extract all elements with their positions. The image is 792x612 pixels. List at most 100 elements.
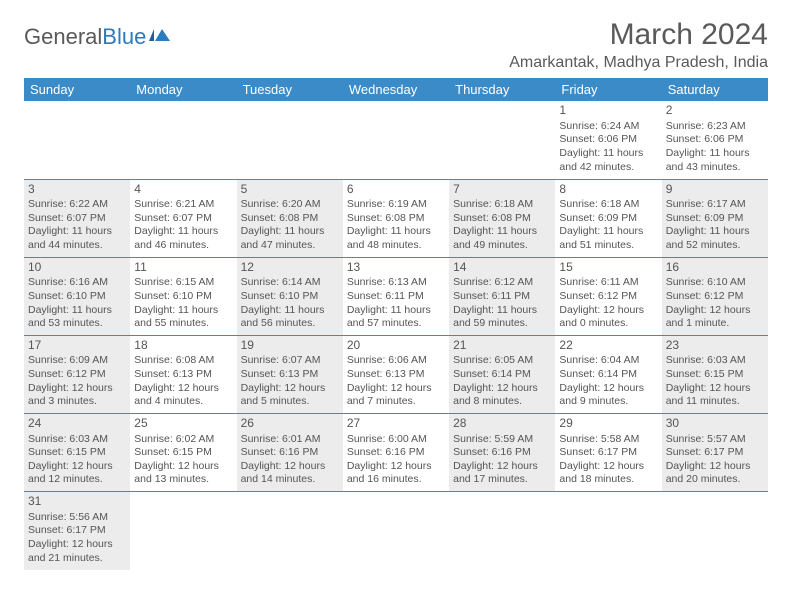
day-cell: 25Sunrise: 6:02 AMSunset: 6:15 PMDayligh…	[130, 413, 236, 491]
day-header: Monday	[130, 78, 236, 101]
day-number: 17	[28, 338, 126, 354]
sunset-text: Sunset: 6:07 PM	[134, 212, 232, 226]
sunset-text: Sunset: 6:08 PM	[347, 212, 445, 226]
sunset-text: Sunset: 6:10 PM	[241, 290, 339, 304]
sunset-text: Sunset: 6:16 PM	[453, 446, 551, 460]
daylight2-text: and 44 minutes.	[28, 239, 126, 253]
daylight2-text: and 0 minutes.	[559, 317, 657, 331]
day-number: 13	[347, 260, 445, 276]
day-number: 27	[347, 416, 445, 432]
sunrise-text: Sunrise: 6:18 AM	[559, 198, 657, 212]
logo-text-general: General	[24, 24, 102, 50]
day-cell: 12Sunrise: 6:14 AMSunset: 6:10 PMDayligh…	[237, 257, 343, 335]
day-number: 2	[666, 103, 764, 119]
calendar-row: 31Sunrise: 5:56 AMSunset: 6:17 PMDayligh…	[24, 492, 768, 570]
daylight2-text: and 51 minutes.	[559, 239, 657, 253]
day-cell: 23Sunrise: 6:03 AMSunset: 6:15 PMDayligh…	[662, 335, 768, 413]
daylight1-text: Daylight: 12 hours	[453, 382, 551, 396]
sunset-text: Sunset: 6:15 PM	[134, 446, 232, 460]
sunset-text: Sunset: 6:12 PM	[28, 368, 126, 382]
sunrise-text: Sunrise: 6:24 AM	[559, 120, 657, 134]
sunset-text: Sunset: 6:06 PM	[559, 133, 657, 147]
day-number: 10	[28, 260, 126, 276]
daylight1-text: Daylight: 12 hours	[347, 382, 445, 396]
sunset-text: Sunset: 6:11 PM	[453, 290, 551, 304]
daylight2-text: and 17 minutes.	[453, 473, 551, 487]
sunset-text: Sunset: 6:15 PM	[666, 368, 764, 382]
day-number: 25	[134, 416, 232, 432]
day-cell: 16Sunrise: 6:10 AMSunset: 6:12 PMDayligh…	[662, 257, 768, 335]
sunrise-text: Sunrise: 6:18 AM	[453, 198, 551, 212]
day-number: 23	[666, 338, 764, 354]
sunset-text: Sunset: 6:08 PM	[241, 212, 339, 226]
day-cell: 14Sunrise: 6:12 AMSunset: 6:11 PMDayligh…	[449, 257, 555, 335]
day-cell: 21Sunrise: 6:05 AMSunset: 6:14 PMDayligh…	[449, 335, 555, 413]
daylight1-text: Daylight: 12 hours	[347, 460, 445, 474]
daylight1-text: Daylight: 11 hours	[28, 225, 126, 239]
daylight1-text: Daylight: 11 hours	[559, 147, 657, 161]
day-header: Wednesday	[343, 78, 449, 101]
day-cell: 15Sunrise: 6:11 AMSunset: 6:12 PMDayligh…	[555, 257, 661, 335]
calendar-row: 3Sunrise: 6:22 AMSunset: 6:07 PMDaylight…	[24, 179, 768, 257]
sunset-text: Sunset: 6:13 PM	[347, 368, 445, 382]
day-number: 7	[453, 182, 551, 198]
empty-cell	[343, 492, 449, 570]
day-number: 26	[241, 416, 339, 432]
daylight2-text: and 9 minutes.	[559, 395, 657, 409]
day-cell: 1Sunrise: 6:24 AMSunset: 6:06 PMDaylight…	[555, 101, 661, 179]
day-number: 19	[241, 338, 339, 354]
daylight2-text: and 12 minutes.	[28, 473, 126, 487]
sunset-text: Sunset: 6:06 PM	[666, 133, 764, 147]
sunset-text: Sunset: 6:12 PM	[559, 290, 657, 304]
sunrise-text: Sunrise: 6:14 AM	[241, 276, 339, 290]
day-number: 18	[134, 338, 232, 354]
sunrise-text: Sunrise: 6:00 AM	[347, 433, 445, 447]
sunset-text: Sunset: 6:13 PM	[241, 368, 339, 382]
day-cell: 27Sunrise: 6:00 AMSunset: 6:16 PMDayligh…	[343, 413, 449, 491]
daylight2-text: and 21 minutes.	[28, 552, 126, 566]
day-number: 3	[28, 182, 126, 198]
day-number: 11	[134, 260, 232, 276]
month-title: March 2024	[509, 18, 768, 52]
sunrise-text: Sunrise: 6:17 AM	[666, 198, 764, 212]
sunset-text: Sunset: 6:12 PM	[666, 290, 764, 304]
day-number: 24	[28, 416, 126, 432]
sunrise-text: Sunrise: 6:06 AM	[347, 354, 445, 368]
sunset-text: Sunset: 6:14 PM	[559, 368, 657, 382]
day-cell: 13Sunrise: 6:13 AMSunset: 6:11 PMDayligh…	[343, 257, 449, 335]
daylight2-text: and 49 minutes.	[453, 239, 551, 253]
sunset-text: Sunset: 6:07 PM	[28, 212, 126, 226]
daylight2-text: and 13 minutes.	[134, 473, 232, 487]
sunset-text: Sunset: 6:15 PM	[28, 446, 126, 460]
sunrise-text: Sunrise: 6:09 AM	[28, 354, 126, 368]
daylight1-text: Daylight: 12 hours	[453, 460, 551, 474]
daylight2-text: and 7 minutes.	[347, 395, 445, 409]
daylight2-text: and 59 minutes.	[453, 317, 551, 331]
sunrise-text: Sunrise: 6:03 AM	[28, 433, 126, 447]
sunrise-text: Sunrise: 6:22 AM	[28, 198, 126, 212]
sunset-text: Sunset: 6:16 PM	[347, 446, 445, 460]
day-number: 29	[559, 416, 657, 432]
daylight2-text: and 16 minutes.	[347, 473, 445, 487]
day-cell: 30Sunrise: 5:57 AMSunset: 6:17 PMDayligh…	[662, 413, 768, 491]
location: Amarkantak, Madhya Pradesh, India	[509, 54, 768, 72]
daylight2-text: and 55 minutes.	[134, 317, 232, 331]
daylight2-text: and 18 minutes.	[559, 473, 657, 487]
daylight1-text: Daylight: 12 hours	[241, 460, 339, 474]
empty-cell	[130, 101, 236, 179]
daylight1-text: Daylight: 11 hours	[28, 304, 126, 318]
sunset-text: Sunset: 6:10 PM	[28, 290, 126, 304]
empty-cell	[130, 492, 236, 570]
day-cell: 26Sunrise: 6:01 AMSunset: 6:16 PMDayligh…	[237, 413, 343, 491]
day-header: Friday	[555, 78, 661, 101]
sunset-text: Sunset: 6:14 PM	[453, 368, 551, 382]
day-number: 15	[559, 260, 657, 276]
sunset-text: Sunset: 6:09 PM	[666, 212, 764, 226]
sunset-text: Sunset: 6:17 PM	[559, 446, 657, 460]
daylight2-text: and 52 minutes.	[666, 239, 764, 253]
day-cell: 22Sunrise: 6:04 AMSunset: 6:14 PMDayligh…	[555, 335, 661, 413]
day-number: 30	[666, 416, 764, 432]
sunrise-text: Sunrise: 6:10 AM	[666, 276, 764, 290]
sunrise-text: Sunrise: 6:19 AM	[347, 198, 445, 212]
empty-cell	[449, 492, 555, 570]
